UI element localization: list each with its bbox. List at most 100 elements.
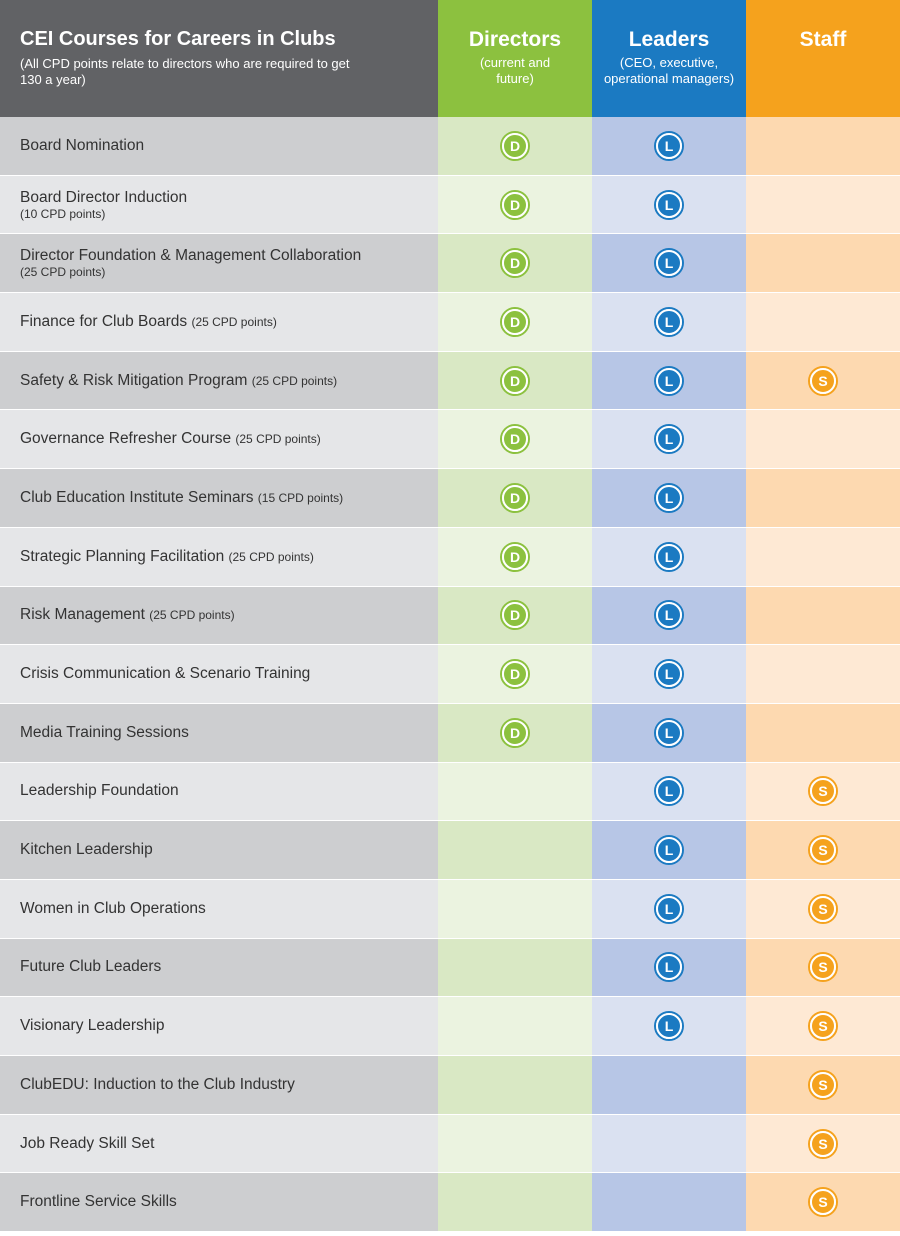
leaders-badge-letter: L [656,132,682,159]
leaders-badge-letter: L [656,426,682,453]
directors-cell [438,1114,592,1173]
directors-cell: D [438,293,592,351]
directors-badge-icon: D [500,306,530,337]
staff-badge-letter: S [810,1130,836,1157]
course-name-line: Governance Refresher Course (25 CPD poin… [20,430,438,448]
table-row: Leadership Foundation L S [0,762,900,822]
table-header: CEI Courses for Careers in Clubs (All CP… [0,0,900,117]
table-row: Governance Refresher Course (25 CPD poin… [0,410,900,470]
leaders-badge-icon: L [654,365,684,396]
leaders-cell: L [592,645,746,703]
directors-cell [438,1173,592,1232]
directors-badge-letter: D [502,250,528,277]
cpd-points-note: (25 CPD points) [228,549,314,564]
staff-cell [746,175,900,234]
course-name: Future Club Leaders [20,958,162,976]
table-row: Risk Management (25 CPD points) D L [0,586,900,646]
leaders-cell: L [592,351,746,410]
staff-badge-icon: S [808,776,838,807]
leaders-badge-icon: L [654,776,684,807]
course-name: Risk Management [20,606,145,624]
page-title: CEI Courses for Careers in Clubs [20,28,336,50]
staff-cell [746,586,900,645]
leaders-badge-letter: L [656,191,682,218]
staff-badge-icon: S [808,1187,838,1218]
staff-badge-letter: S [810,367,836,394]
leaders-badge-letter: L [656,895,682,922]
course-name-line: Women in Club Operations [20,900,438,918]
directors-sublabel: (current and future) [479,55,551,86]
leaders-badge-letter: L [656,954,682,981]
directors-cell [438,821,592,879]
directors-cell [438,938,592,997]
staff-cell [746,527,900,586]
staff-cell [746,703,900,762]
course-name-line: Board Director Induction [20,189,438,207]
table-row: Future Club Leaders L S [0,938,900,998]
staff-badge-letter: S [810,1013,836,1040]
table-row: Finance for Club Boards (25 CPD points) D… [0,293,900,352]
course-name-line: Visionary Leadership [20,1017,438,1035]
course-name: Frontline Service Skills [20,1193,177,1211]
staff-cell: S [746,821,900,879]
table-row: ClubEDU: Induction to the Club Industry S [0,1056,900,1115]
table-row: Media Training Sessions D L [0,703,900,763]
directors-badge-letter: D [502,367,528,394]
leaders-badge-icon: L [654,306,684,337]
staff-cell [746,293,900,351]
directors-badge-icon: D [500,600,530,631]
directors-cell: D [438,586,592,645]
table-row: Safety & Risk Mitigation Program (25 CPD… [0,351,900,411]
table-row: Strategic Planning Facilitation (25 CPD … [0,527,900,587]
directors-cell: D [438,351,592,410]
directors-cell [438,762,592,821]
directors-badge-letter: D [502,191,528,218]
course-name-cell: Leadership Foundation [0,762,438,821]
leaders-cell [592,1173,746,1232]
staff-cell [746,117,900,175]
staff-column-header: Staff [746,0,900,117]
staff-badge-icon: S [808,952,838,983]
table-row: Board Director Induction (10 CPD points) D… [0,175,900,235]
leaders-badge-letter: L [656,719,682,746]
leaders-badge-letter: L [656,484,682,511]
leaders-cell: L [592,821,746,879]
course-name: Director Foundation & Management Collabo… [20,247,362,265]
leaders-badge-icon: L [654,893,684,924]
staff-cell [746,645,900,703]
leaders-cell [592,1056,746,1114]
leaders-badge-icon: L [654,130,684,161]
header-title-cell: CEI Courses for Careers in Clubs (All CP… [0,0,438,117]
course-name-line: Leadership Foundation [20,782,438,800]
directors-cell: D [438,234,592,293]
table-row: Women in Club Operations L S [0,879,900,939]
leaders-badge-icon: L [654,424,684,455]
course-name-cell: Governance Refresher Course (25 CPD poin… [0,410,438,469]
staff-cell: S [746,1056,900,1114]
course-name: Governance Refresher Course [20,430,232,448]
leaders-badge-letter: L [656,308,682,335]
leaders-cell: L [592,527,746,586]
course-name-line: Frontline Service Skills [20,1193,438,1211]
directors-badge-icon: D [500,482,530,513]
cpd-points-note: (10 CPD points) [20,206,106,221]
leaders-badge-letter: L [656,837,682,864]
leaders-badge-letter: L [656,602,682,629]
table-row: Kitchen Leadership L S [0,821,900,880]
staff-cell: S [746,879,900,938]
course-name-cell: Visionary Leadership [0,997,438,1055]
course-name-cell: Club Education Institute Seminars (15 CP… [0,469,438,527]
directors-badge-letter: D [502,308,528,335]
table-row: Frontline Service Skills S [0,1173,900,1233]
directors-badge-letter: D [502,719,528,746]
directors-badge-icon: D [500,717,530,748]
directors-badge-letter: D [502,484,528,511]
course-name: Board Nomination [20,136,145,154]
leaders-badge-letter: L [656,250,682,277]
course-name: Women in Club Operations [20,899,206,917]
leaders-cell: L [592,703,746,762]
course-name: ClubEDU: Induction to the Club Industry [20,1075,295,1093]
course-name-line: Job Ready Skill Set [20,1135,438,1153]
course-name-line: Strategic Planning Facilitation (25 CPD … [20,548,438,566]
